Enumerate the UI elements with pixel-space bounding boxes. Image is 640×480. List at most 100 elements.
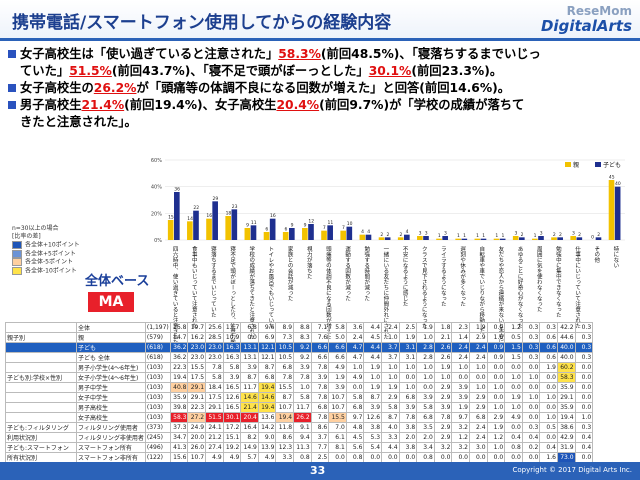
table-cell: 0.4 <box>504 432 523 443</box>
bar-kodomo <box>174 192 180 240</box>
table-cell: 60.2 <box>556 362 576 373</box>
table-cell: 12.1 <box>257 342 277 353</box>
bar-kodomo <box>250 225 257 240</box>
table-cell: 12.6 <box>222 392 242 403</box>
table-cell: 17.5 <box>187 372 207 383</box>
table-cell: 0.9 <box>486 342 506 353</box>
table-cell: 0.6 <box>539 352 558 363</box>
table-cell: 11.8 <box>275 422 295 433</box>
table-cell: 16.2 <box>187 332 207 343</box>
bar-value-label: 40 <box>615 181 621 187</box>
table-cell: 0.9 <box>486 322 506 333</box>
table-cell: 0.3 <box>574 352 594 363</box>
table-cell: 0.3 <box>521 352 541 363</box>
table-cell: 0.0 <box>398 372 418 383</box>
bar-value-label: 3 <box>515 231 518 237</box>
table-row: 女子高校生 (103) 58.3 27.2 51.5 30.1 20.4 13.6 19.4 26… <box>5 412 594 423</box>
table-cell: 6.8 <box>416 412 435 423</box>
table-row: 子ども (618) 36.2 23.0 23.0 16.3 13.1 12.1 10.5 9.2 6… <box>5 342 594 353</box>
table-cell: 27.2 <box>187 412 207 423</box>
bar-value-label: 23 <box>232 204 238 210</box>
bar-value-label: 1 <box>482 233 485 239</box>
table-cell: 21.2 <box>205 432 224 443</box>
table-cell: 5.8 <box>328 322 347 333</box>
bar-value-label: 2 <box>380 232 383 238</box>
table-cell: 1.2 <box>486 432 506 443</box>
table-cell: 0.0 <box>363 452 383 463</box>
row-group-label: 子ども別:学校×性別 <box>5 372 77 383</box>
table-cell: 0.0 <box>468 372 488 383</box>
bar-oya <box>225 216 232 240</box>
table-cell: 7.7 <box>310 442 330 453</box>
table-cell: 0.3 <box>539 322 558 333</box>
table-cell: 38.6 <box>556 422 576 433</box>
table-cell: 15.5 <box>275 382 295 393</box>
table-cell: 7.6 <box>310 332 330 343</box>
bar-value-label: 2 <box>553 232 556 238</box>
table-cell: 8.7 <box>381 412 400 423</box>
table-cell: 6.6 <box>328 342 347 353</box>
row-label: 男子中学生 <box>76 382 146 393</box>
bar-oya <box>263 232 270 240</box>
bullet-highlight: 51.5% <box>69 64 112 78</box>
category-label: 運動する回数が減った <box>344 246 351 302</box>
table-cell: 3.6 <box>345 322 365 333</box>
bar-kodomo <box>576 237 583 240</box>
table-cell: 2.5 <box>310 452 330 463</box>
table-cell: 19.4 <box>275 412 295 423</box>
row-group-label <box>5 382 77 393</box>
table-cell: 0.0 <box>539 432 558 443</box>
bar-value-label: 16 <box>206 213 212 219</box>
table-cell: 35.9 <box>556 382 576 393</box>
table-cell: 10.7 <box>328 392 347 403</box>
table-cell: 9.2 <box>293 342 312 353</box>
table-cell: 37.3 <box>169 422 189 433</box>
table-cell: 4.5 <box>345 432 365 443</box>
category-label: その他 <box>593 246 600 264</box>
table-cell: 0.3 <box>521 322 541 333</box>
legend-item: 各全体+10ポイント <box>12 241 80 250</box>
table-cell: 1.0 <box>486 402 506 413</box>
table-row: 全体 (1,197) 25.8 19.7 25.6 13.7 6.8 9.6 8.9 8.8 7.1… <box>5 322 594 333</box>
bar-value-label: 3 <box>540 231 543 237</box>
sample-size: (103) <box>144 382 171 393</box>
table-cell: 0.6 <box>539 332 558 343</box>
bar-kodomo <box>289 228 295 240</box>
row-group-label: 利用状況別 <box>5 432 77 443</box>
bullet-highlight: 21.4% <box>81 98 125 112</box>
category-label: 寝落ちするまでいじっていた <box>210 245 217 318</box>
bullet-square-icon <box>8 50 16 58</box>
bar-value-label: 6 <box>265 227 268 233</box>
table-cell: 8.6 <box>310 422 330 433</box>
table-cell: 0.0 <box>521 402 541 413</box>
table-cell: 0.6 <box>539 342 558 353</box>
row-label: 男子小学生(4〜6年生) <box>76 362 146 373</box>
bullet-highlight: 30.1% <box>368 64 412 78</box>
table-cell: 14.9 <box>240 442 259 453</box>
table-cell: 15.5 <box>328 412 347 423</box>
table-cell: 6.9 <box>257 332 277 343</box>
bar-oya <box>532 238 538 240</box>
bar-oya <box>359 234 366 240</box>
table-cell: 2.9 <box>433 432 453 443</box>
table-cell: 1.4 <box>451 332 470 343</box>
bullet-square-icon <box>8 84 16 92</box>
table-cell: 8.9 <box>275 322 295 333</box>
row-label: フィルタリング非使用者 <box>76 432 146 443</box>
table-cell: 22.3 <box>187 402 207 413</box>
table-cell: 5.8 <box>222 362 242 373</box>
page-number: 33 <box>310 464 326 477</box>
footer: 33 Copyright © 2017 Digital Arts Inc. <box>0 462 640 480</box>
table-cell: 1.0 <box>398 382 418 393</box>
table-cell: 2.9 <box>486 412 506 423</box>
table-cell: 10.7 <box>275 402 295 413</box>
table-cell: 16.4 <box>240 422 259 433</box>
table-cell: 1.9 <box>381 382 400 393</box>
table-row: 親子別親 (579) 14.7 16.2 28.5 10.9 0.0 6.9 7.3 8.3 7.6… <box>5 332 594 343</box>
table-cell: 6.8 <box>257 372 277 383</box>
table-cell: 9.7 <box>345 412 365 423</box>
table-row: 男子中学生 (103) 40.8 29.1 18.4 16.5 11.7 19.4 15.5 1.… <box>5 382 594 393</box>
sample-size: (618) <box>144 352 171 363</box>
table-cell: 24.9 <box>187 422 207 433</box>
